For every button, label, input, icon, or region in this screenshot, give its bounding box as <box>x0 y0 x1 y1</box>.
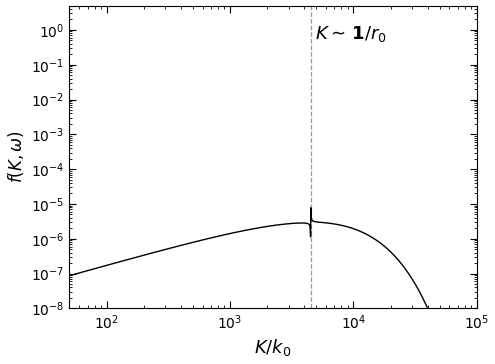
Y-axis label: $f(K,\omega)$: $f(K,\omega)$ <box>5 131 26 183</box>
X-axis label: $K/k_0$: $K/k_0$ <box>254 337 292 359</box>
Text: $K\sim\,\mathbf{1}/r_0$: $K\sim\,\mathbf{1}/r_0$ <box>315 24 387 44</box>
